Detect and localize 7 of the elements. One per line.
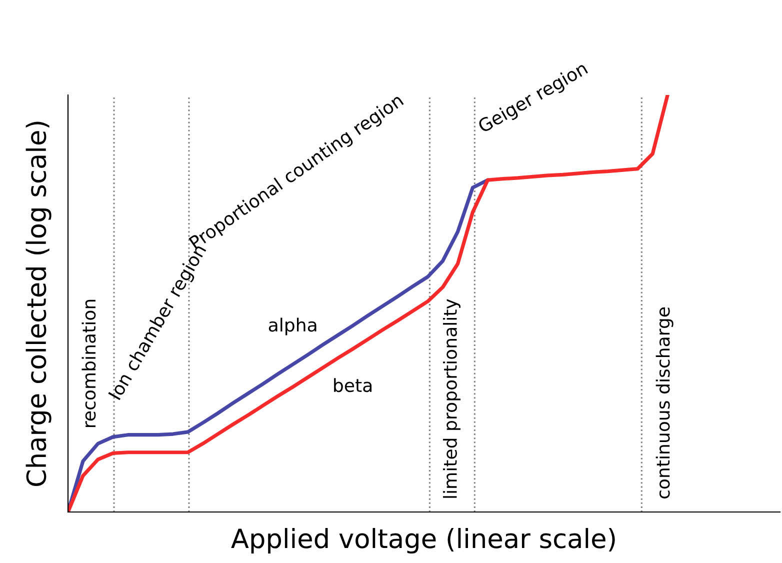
series-label: beta xyxy=(334,378,372,392)
annotation: limited proportionality xyxy=(442,299,460,498)
series-label: alpha xyxy=(268,318,316,336)
annotation: continuous discharge xyxy=(656,307,674,498)
annotation: recombination xyxy=(82,300,96,427)
y-axis-title: Charge collected (log scale) xyxy=(26,122,52,486)
x-axis-title: Applied voltage (linear scale) xyxy=(231,528,615,554)
